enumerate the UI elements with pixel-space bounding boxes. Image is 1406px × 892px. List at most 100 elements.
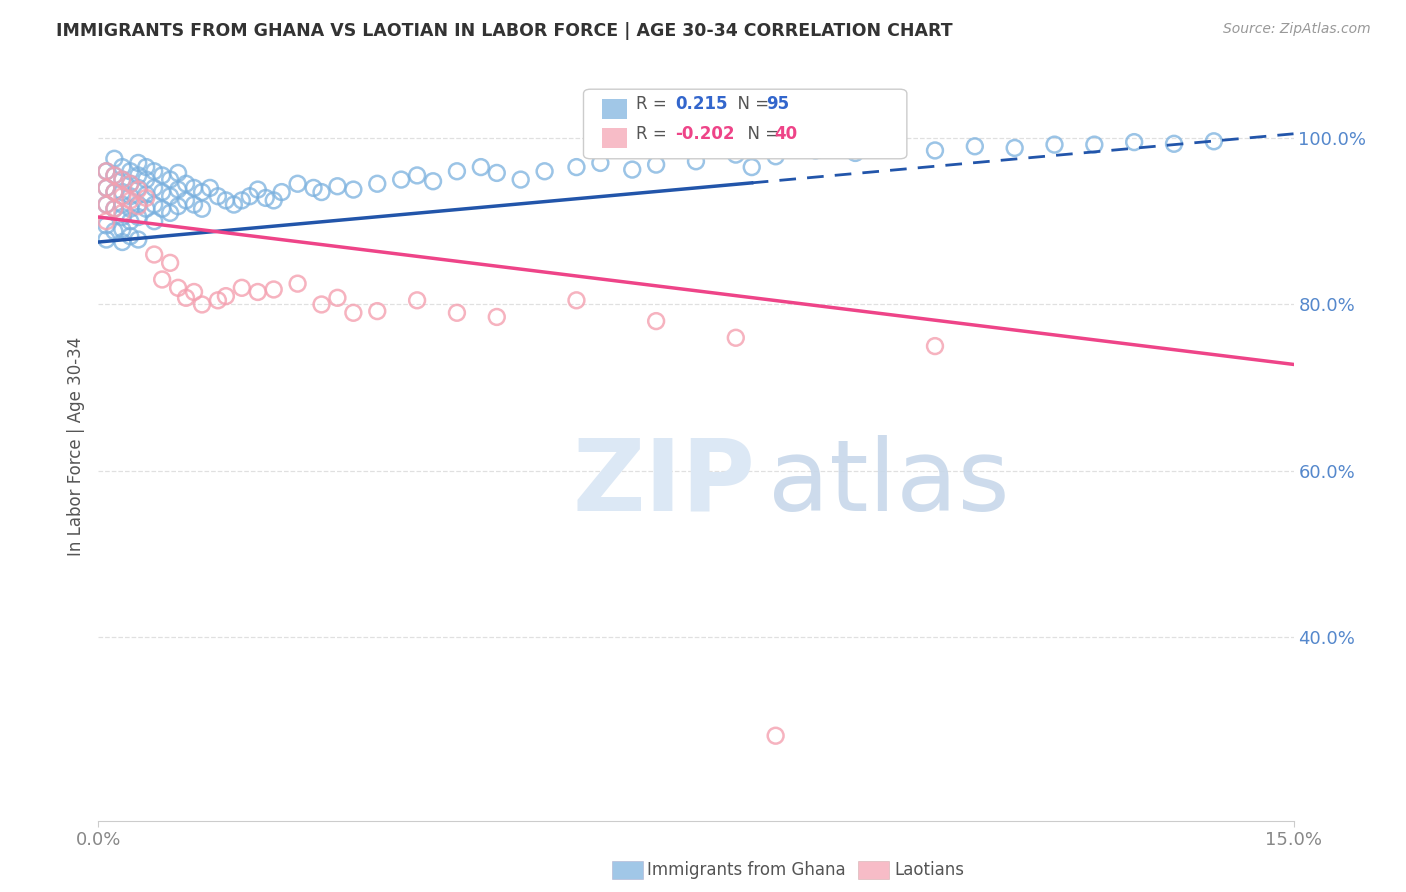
Point — [103, 202, 125, 216]
Point — [183, 181, 205, 195]
Point — [621, 162, 644, 177]
Point — [135, 160, 157, 174]
Point — [143, 164, 166, 178]
Point — [120, 177, 142, 191]
Point — [645, 314, 668, 328]
Point — [167, 281, 190, 295]
Text: 40: 40 — [775, 125, 797, 143]
Point — [111, 189, 134, 203]
Point — [150, 272, 173, 286]
Point — [127, 181, 149, 195]
Point — [446, 164, 468, 178]
Point — [645, 158, 668, 172]
Point — [342, 183, 364, 197]
Point — [342, 306, 364, 320]
Point — [263, 283, 285, 297]
Point — [207, 189, 229, 203]
Point — [724, 331, 747, 345]
Point — [103, 202, 125, 216]
Point — [326, 291, 349, 305]
Text: ZIP: ZIP — [572, 435, 756, 532]
Point — [263, 194, 285, 208]
Point — [143, 181, 166, 195]
Point — [302, 181, 325, 195]
Point — [103, 185, 125, 199]
Text: N =: N = — [737, 125, 785, 143]
Point — [270, 185, 292, 199]
Point — [150, 202, 173, 216]
Point — [924, 339, 946, 353]
Point — [127, 210, 149, 224]
Point — [111, 185, 134, 199]
Point — [222, 197, 245, 211]
Point — [120, 214, 142, 228]
Point — [96, 219, 118, 233]
Point — [127, 233, 149, 247]
Point — [1202, 134, 1225, 148]
Point — [311, 185, 333, 199]
Point — [159, 189, 181, 203]
Point — [96, 164, 118, 178]
Point — [135, 191, 157, 205]
Point — [565, 293, 588, 308]
Point — [120, 229, 142, 244]
Point — [127, 183, 149, 197]
Point — [884, 141, 907, 155]
Point — [127, 199, 149, 213]
Point — [120, 177, 142, 191]
Point — [724, 147, 747, 161]
Point — [485, 166, 508, 180]
Point — [167, 183, 190, 197]
Text: Source: ZipAtlas.com: Source: ZipAtlas.com — [1223, 22, 1371, 37]
Point — [183, 285, 205, 299]
Point — [111, 172, 134, 186]
Point — [127, 197, 149, 211]
Point — [366, 177, 388, 191]
Text: Laotians: Laotians — [894, 861, 965, 879]
Point — [533, 164, 555, 178]
Point — [150, 185, 173, 199]
Point — [287, 177, 309, 191]
Point — [103, 185, 125, 199]
Point — [765, 729, 787, 743]
Point — [103, 224, 125, 238]
Point — [96, 214, 118, 228]
Point — [111, 206, 134, 220]
Point — [191, 297, 214, 311]
Point — [174, 194, 197, 208]
Point — [127, 169, 149, 183]
Point — [167, 166, 190, 180]
Point — [485, 310, 508, 324]
Point — [135, 202, 157, 216]
Point — [804, 144, 827, 158]
Point — [765, 149, 787, 163]
Point — [366, 304, 388, 318]
Point — [120, 164, 142, 178]
Point — [111, 210, 134, 224]
Point — [120, 202, 142, 216]
Point — [389, 172, 412, 186]
Point — [96, 197, 118, 211]
Text: IMMIGRANTS FROM GHANA VS LAOTIAN IN LABOR FORCE | AGE 30-34 CORRELATION CHART: IMMIGRANTS FROM GHANA VS LAOTIAN IN LABO… — [56, 22, 953, 40]
Point — [287, 277, 309, 291]
Point — [96, 233, 118, 247]
Point — [120, 194, 142, 208]
Point — [96, 197, 118, 211]
Point — [183, 197, 205, 211]
Point — [589, 156, 612, 170]
Point — [150, 169, 173, 183]
Point — [254, 191, 277, 205]
Point — [246, 183, 269, 197]
Point — [963, 139, 986, 153]
Point — [135, 172, 157, 186]
Point — [1083, 137, 1105, 152]
Point — [198, 181, 221, 195]
Point — [191, 202, 214, 216]
Point — [565, 160, 588, 174]
Point — [1123, 135, 1146, 149]
Point — [111, 160, 134, 174]
Point — [111, 222, 134, 236]
Point — [470, 160, 492, 174]
Point — [207, 293, 229, 308]
Point — [96, 164, 118, 178]
